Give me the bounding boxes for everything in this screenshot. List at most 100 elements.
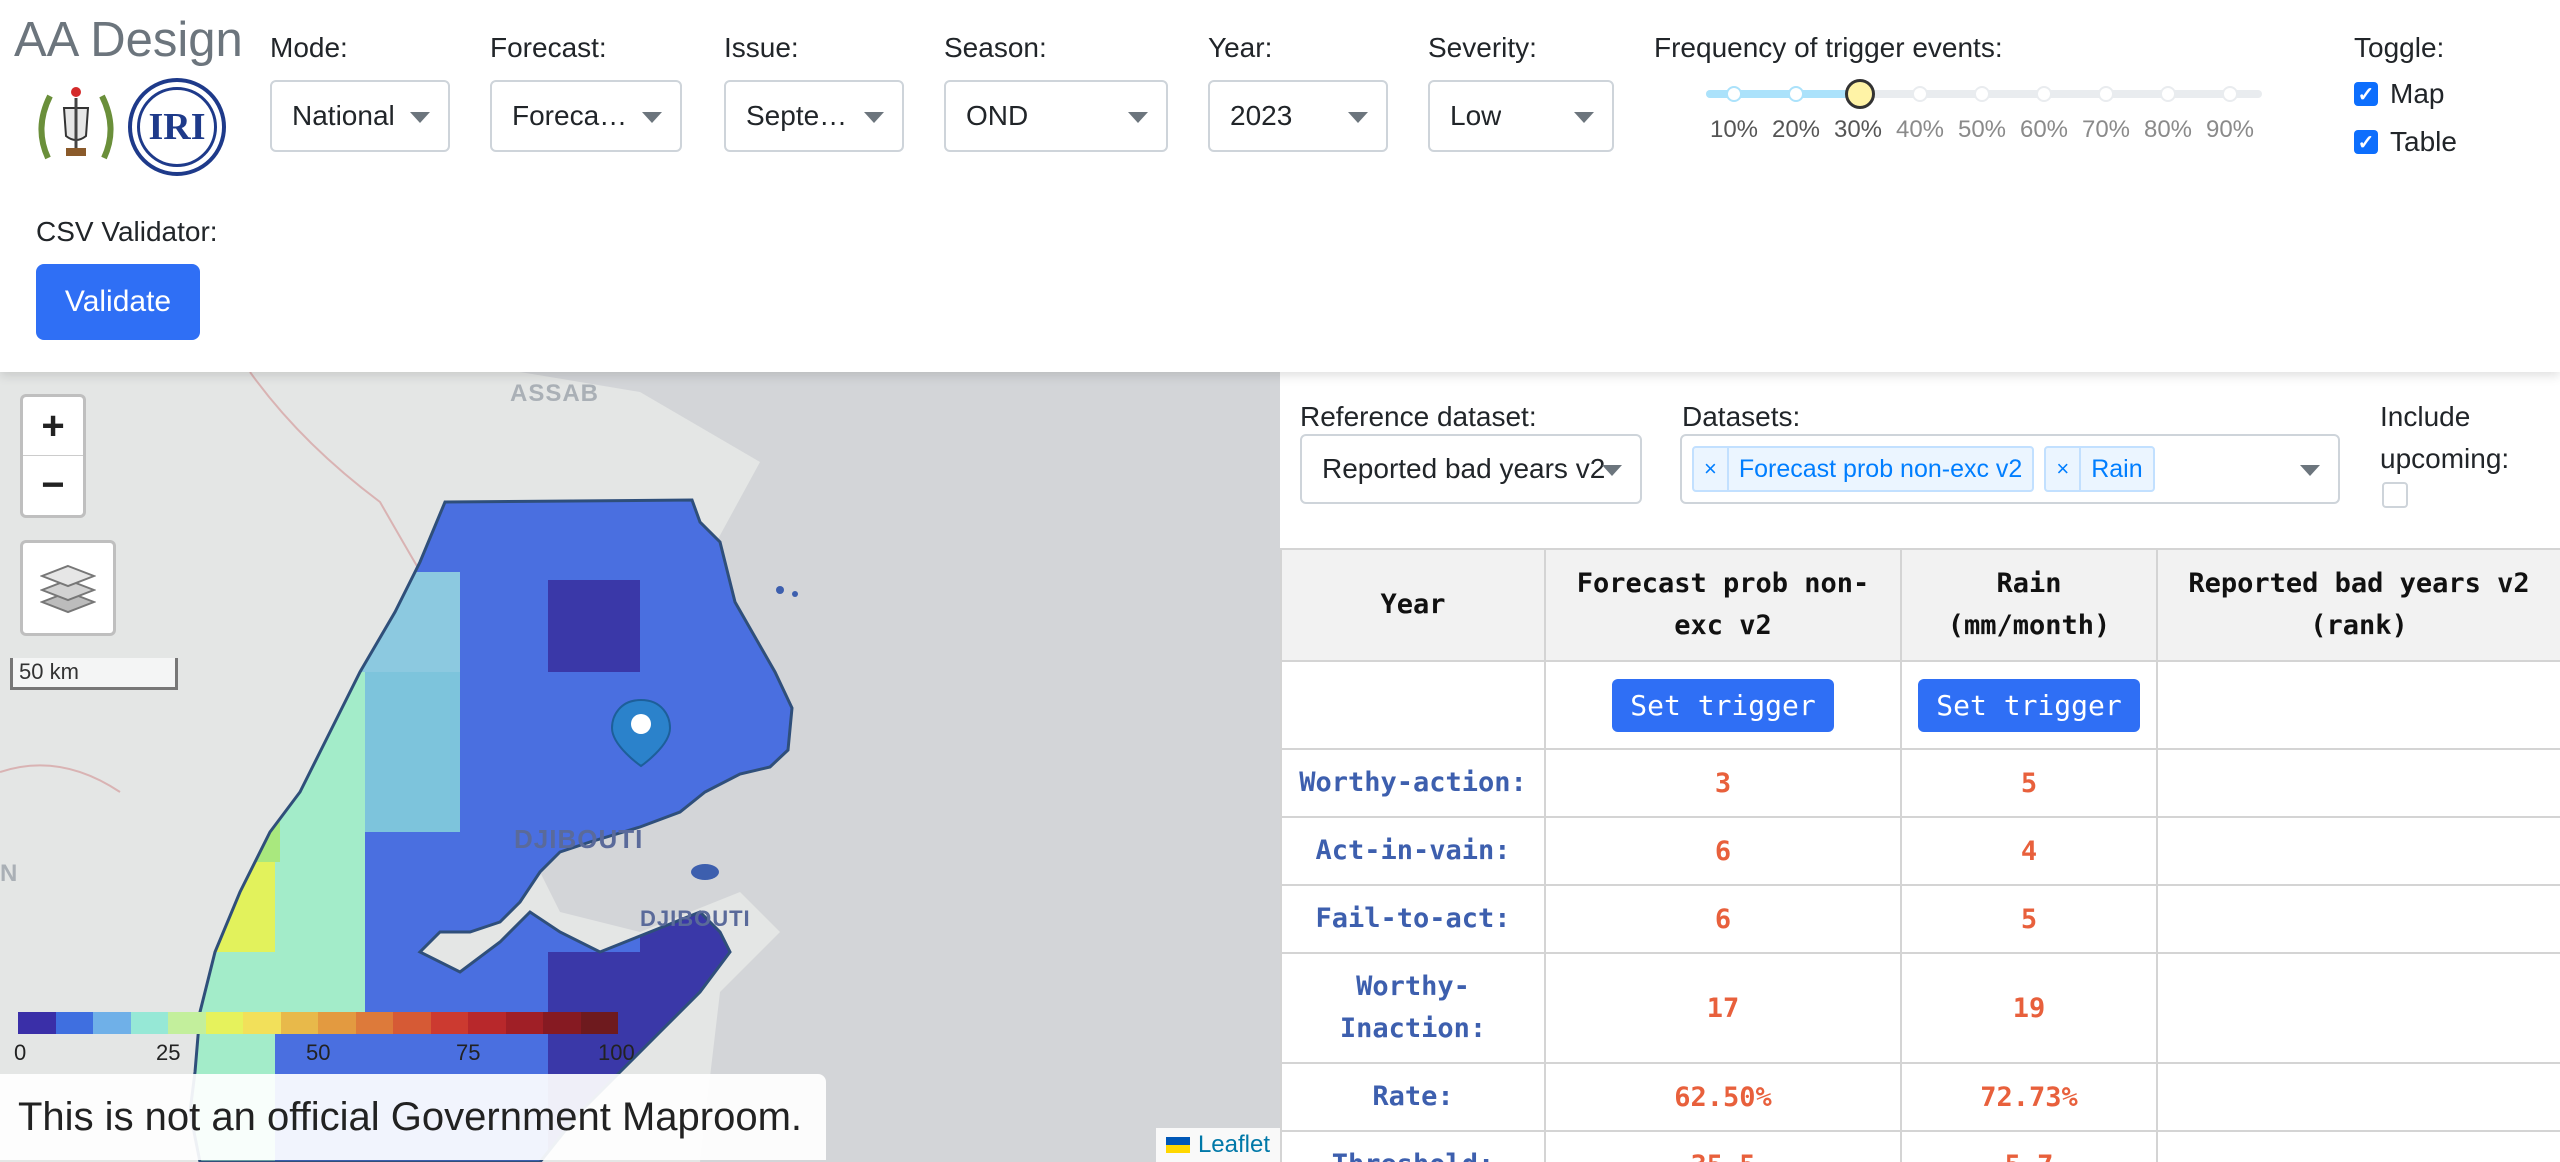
slider-mark-label[interactable]: 10% [1709,116,1759,143]
mode-select[interactable]: National [270,80,450,152]
map-view[interactable]: ASSAB DJIBOUTI DJIBOUTI N + − 50 km 0 25… [0,372,1280,1162]
chevron-down-icon[interactable] [2300,465,2320,476]
colorbar-tick: 75 [456,1040,481,1065]
colorbar-swatch [168,1012,206,1034]
season-label: Season: [944,32,1047,63]
map-attribution[interactable]: Leaflet [1155,1128,1280,1162]
zoom-in-button[interactable]: + [23,397,83,456]
table-row: Worthy-action: 3 5 [1280,748,2560,818]
year-label: Year: [1208,32,1273,63]
year-select[interactable]: 2023 [1208,80,1388,152]
slider-step-dot[interactable] [2036,86,2052,102]
zoom-control: + − [20,394,86,518]
rain-value-cell: 5 [1900,748,2158,818]
slider-step-dot[interactable] [2098,86,2114,102]
colorbar-swatch [93,1012,131,1034]
colorbar-tick: 0 [14,1040,27,1065]
forecast-value-cell: 3 [1544,748,1902,818]
severity-value: Low [1450,100,1502,131]
colorbar-swatch [243,1012,281,1034]
row-label: Rate: [1280,1062,1546,1132]
iri-logo: IRI [128,78,226,176]
slider-mark-label[interactable]: 80% [2143,116,2193,143]
remove-chip-icon[interactable]: × [1694,448,1729,490]
slider-mark-label[interactable]: 20% [1771,116,1821,143]
issue-select[interactable]: Septem... [724,80,904,152]
row-label: Act-in-vain: [1280,816,1546,886]
validate-button[interactable]: Validate [36,264,200,340]
rain-value-cell: 72.73% [1900,1062,2158,1132]
reported-value-cell [2156,1130,2560,1162]
set-trigger-rain-button[interactable]: Set trigger [1918,678,2140,732]
slider-mark-label[interactable]: 50% [1957,116,2007,143]
column-header-reported: Reported bad years v2 (rank) [2156,548,2560,662]
remove-chip-icon[interactable]: × [2046,448,2082,490]
slider-step-dot[interactable] [1912,86,1928,102]
rain-value-cell: 19 [1900,952,2158,1064]
mode-value: National [292,100,395,131]
include-upcoming-label-line1: Include [2380,401,2471,432]
forecast-value: Forecast ... [512,100,638,131]
toggle-map[interactable]: ✓ Map [2354,78,2444,110]
chevron-down-icon [864,112,884,123]
slider-mark-label[interactable]: 40% [1895,116,1945,143]
forecast-select[interactable]: Forecast ... [490,80,682,152]
colorbar-tick: 100 [598,1040,635,1065]
season-select[interactable]: OND [944,80,1168,152]
dataset-chip[interactable]: × Forecast prob non-exc v2 [1692,446,2035,492]
government-emblem-logo [28,78,124,174]
dataset-chip-label: Rain [2091,454,2143,483]
table-row: Act-in-vain: 6 4 [1280,816,2560,886]
disclaimer-text: This is not an official Government Mapro… [0,1074,826,1160]
slider-mark-label[interactable]: 60% [2019,116,2069,143]
location-marker-icon [610,698,672,768]
datasets-multiselect[interactable]: × Forecast prob non-exc v2 × Rain [1680,434,2340,504]
colorbar-swatch [580,1012,618,1034]
chevron-down-icon [1602,465,1622,476]
slider-step-dot[interactable] [1974,86,1990,102]
checkbox-checked-icon[interactable]: ✓ [2354,130,2378,154]
toggle-map-label: Map [2390,78,2445,109]
include-upcoming-checkbox[interactable] [2382,482,2408,508]
row-label: Threshold: [1280,1130,1546,1162]
year-value: 2023 [1230,100,1293,131]
row-label: Fail-to-act: [1280,884,1546,954]
reported-value-cell [2156,748,2560,818]
rain-value-cell: 5 [1900,884,2158,954]
slider-step-dot[interactable] [2160,86,2176,102]
dataset-chip[interactable]: × Rain [2044,446,2155,492]
colorbar-tick: 50 [306,1040,331,1065]
map-label-djibouti-city: DJIBOUTI [640,906,751,931]
colorbar-swatch [280,1012,318,1034]
layers-button[interactable] [20,540,116,636]
forecast-value-cell: 6 [1544,884,1902,954]
slider-mark-label[interactable]: 70% [2081,116,2131,143]
column-header-rain: Rain (mm/month) [1900,548,2158,662]
table-cell: Set trigger [1900,660,2158,750]
reference-dataset-select[interactable]: Reported bad years v2 [1300,434,1642,504]
colorbar-swatch [355,1012,393,1034]
slider-step-dot[interactable] [1788,86,1804,102]
reported-value-cell [2156,884,2560,954]
slider-step-dot[interactable] [1726,86,1742,102]
severity-select[interactable]: Low [1428,80,1614,152]
dataset-chip-label: Forecast prob non-exc v2 [1738,454,2023,483]
colorbar-swatch [130,1012,168,1034]
slider-mark-label[interactable]: 90% [2205,116,2255,143]
frequency-slider-handle[interactable] [1845,79,1875,109]
toggle-table[interactable]: ✓ Table [2354,126,2457,158]
frequency-slider-track [1706,90,1860,98]
table-cell [1280,660,1546,750]
colorbar-tick: 25 [156,1040,181,1065]
zoom-out-button[interactable]: − [41,463,65,507]
checkbox-checked-icon[interactable]: ✓ [2354,82,2378,106]
chevron-down-icon [410,112,430,123]
datasets-label: Datasets: [1682,401,1801,432]
leaflet-link[interactable]: Leaflet [1197,1131,1270,1158]
colorbar-swatch [468,1012,506,1034]
set-trigger-forecast-button[interactable]: Set trigger [1612,678,1834,732]
slider-mark-label[interactable]: 30% [1833,116,1883,143]
map-canvas[interactable] [0,372,1280,1162]
colorbar-swatch [543,1012,581,1034]
slider-step-dot[interactable] [2222,86,2238,102]
